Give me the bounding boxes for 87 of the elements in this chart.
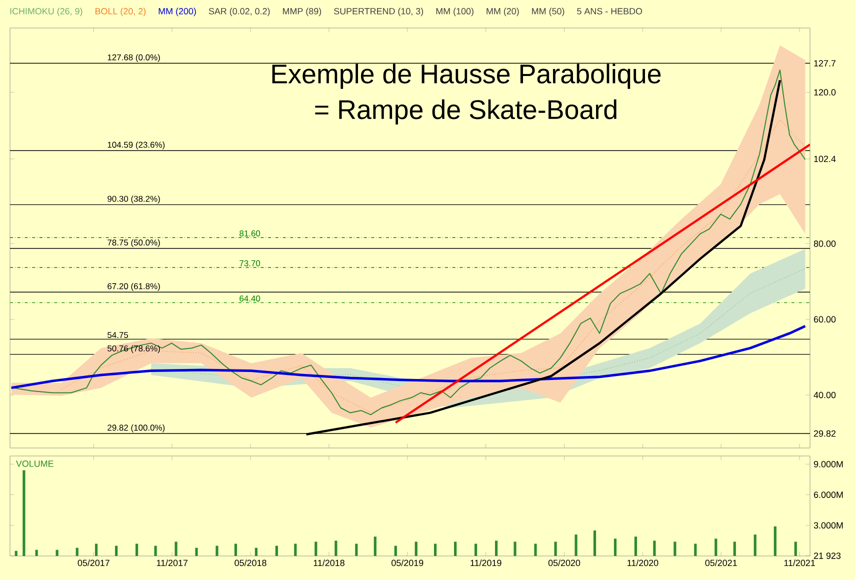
- text: = Rampe de Skate-Board: [315, 99, 616, 125]
- x-tick-label: 05/2018: [234, 560, 266, 566]
- ref-line-label: 127.68 (0.0%): [108, 54, 160, 62]
- bar: [653, 540, 656, 556]
- bar: [275, 546, 278, 556]
- bar: [754, 534, 756, 556]
- ref-line-label: 67.20 (61.8%): [108, 283, 160, 291]
- bar: [154, 546, 157, 556]
- y-tick-label: 29.82: [814, 430, 836, 437]
- bar: [136, 544, 138, 556]
- x-tick-label: 05/2021: [705, 560, 737, 566]
- bar: [414, 542, 418, 556]
- bar: [22, 470, 26, 556]
- bar: [593, 530, 596, 556]
- y-tick-label: 80.00: [814, 240, 836, 247]
- x-tick-label: 11/2019: [470, 560, 502, 566]
- x-tick-label: 11/2017: [156, 560, 188, 566]
- bar: [574, 534, 578, 556]
- x-tick-label: 11/2021: [784, 560, 815, 566]
- y-tick-label: 6.000M: [814, 492, 843, 498]
- ref-line-label: 81.60: [240, 230, 260, 236]
- ref-line-label: 29.82 (100.0%): [108, 424, 165, 432]
- bar: [35, 550, 38, 556]
- x-tick-label: 11/2020: [628, 560, 658, 566]
- line-series: [10, 324, 806, 390]
- bar: [76, 548, 78, 556]
- y-tick-label: 40.00: [814, 392, 836, 398]
- text: SAR (0.02, 0.2): [208, 8, 270, 16]
- y-tick-label: 127.7: [814, 60, 836, 66]
- text: SUPERTREND (10, 3): [334, 8, 424, 16]
- bar: [195, 548, 198, 556]
- y-tick-label: 9.000M: [814, 460, 843, 468]
- bar: [254, 548, 258, 556]
- y-tick-label: 102.4: [814, 156, 836, 162]
- ref-line-label: 54.75: [108, 332, 128, 338]
- x-tick-label: 11/2018: [314, 560, 344, 566]
- bar: [794, 542, 797, 556]
- ref-line-label: 64.40: [240, 296, 260, 302]
- bar: [56, 550, 58, 556]
- bar: [474, 544, 478, 556]
- bar: [534, 544, 537, 556]
- bar: [774, 526, 776, 556]
- text: MM (100): [436, 8, 474, 16]
- bar: [494, 540, 498, 556]
- text: MM (50): [532, 8, 564, 16]
- bar: [334, 540, 338, 556]
- ref-line-label: 104.59 (23.6%): [108, 142, 165, 150]
- y-tick-label: 60.00: [814, 316, 836, 323]
- bar: [294, 544, 297, 556]
- text: BOLL (20, 2): [96, 8, 146, 16]
- text: MM (20): [486, 8, 519, 16]
- bar: [314, 542, 318, 556]
- y-tick-label: 3.000M: [814, 522, 843, 529]
- bar: [355, 544, 358, 556]
- bar: [234, 544, 238, 556]
- text: MM (200): [158, 8, 196, 16]
- bar: [216, 546, 218, 556]
- ref-line-label: 78.75 (50.0%): [108, 239, 160, 248]
- bar: [614, 538, 617, 556]
- x-tick-label: 05/2017: [78, 560, 110, 566]
- bar: [733, 542, 736, 556]
- x-tick-label: 05/2020: [548, 560, 580, 566]
- y-tick-label: 120.0: [814, 89, 836, 96]
- ref-line-label: 90.30 (38.2%): [108, 196, 160, 204]
- bar: [694, 544, 697, 556]
- bar: [14, 550, 18, 556]
- x-tick-label: 05/2019: [392, 560, 424, 566]
- bar: [714, 538, 718, 556]
- y-tick-label: 21 923: [814, 552, 841, 559]
- bar: [115, 546, 118, 556]
- ref-line-label: 50.76 (78.6%): [108, 345, 160, 354]
- bar: [374, 536, 376, 556]
- text: 5 ANS - HEBDO: [577, 8, 642, 14]
- bar: [94, 544, 98, 556]
- bar: [634, 536, 638, 556]
- ref-line-label: 73.70: [240, 260, 260, 266]
- bar: [394, 546, 397, 556]
- bar: [174, 542, 178, 556]
- bar: [554, 542, 557, 556]
- chart-title: VOLUME: [16, 460, 54, 467]
- text: ICHIMOKU (26, 9): [10, 8, 82, 16]
- bar: [514, 542, 516, 556]
- bar: [454, 542, 457, 556]
- bar: [434, 544, 437, 556]
- text: Exemple de Hausse Parabolique: [272, 64, 661, 89]
- text: MMP (89): [282, 8, 322, 16]
- bar: [674, 542, 676, 556]
